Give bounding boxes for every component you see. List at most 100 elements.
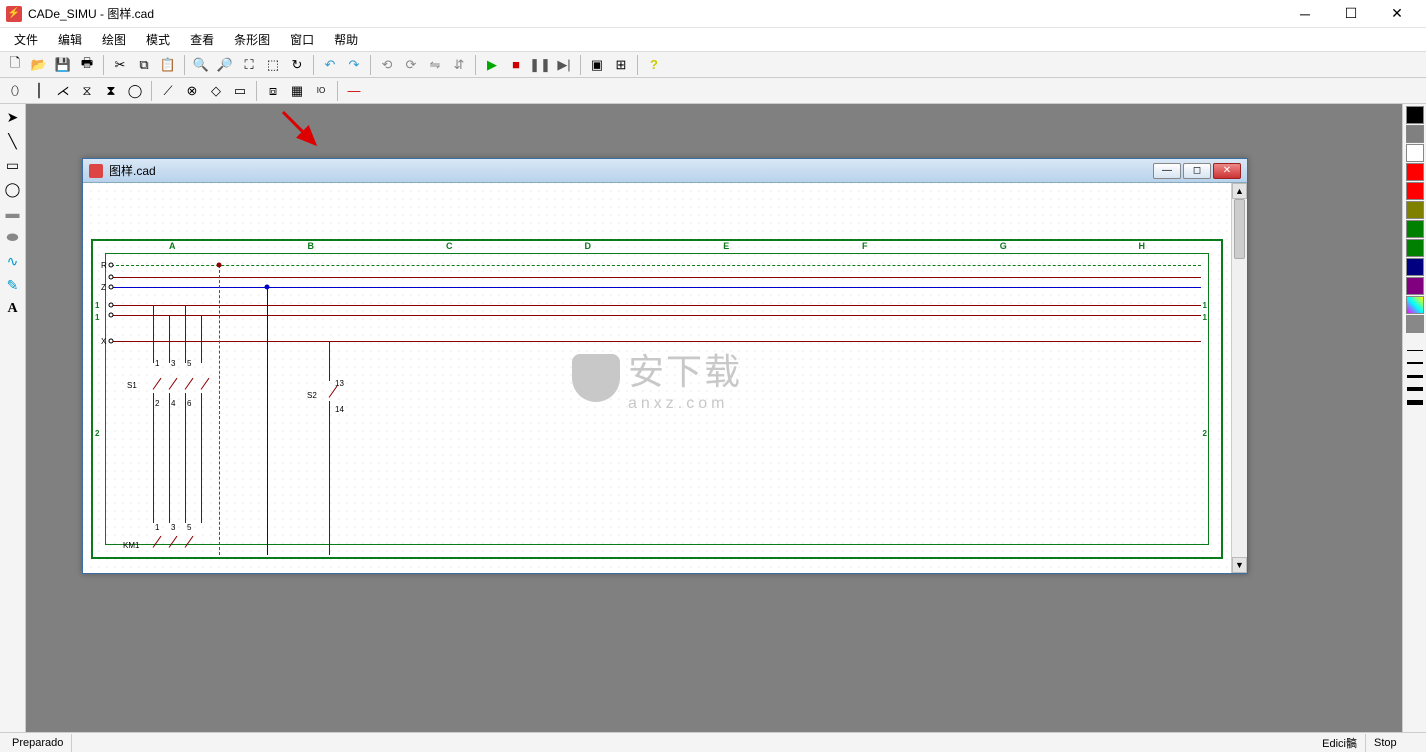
zoom-in-icon[interactable]: 🔍 <box>190 54 212 76</box>
undo-icon[interactable]: ↶ <box>319 54 341 76</box>
zoom-fit-icon[interactable]: ⛶ <box>238 54 260 76</box>
ellipse-tool-icon[interactable]: ◯ <box>2 178 24 200</box>
redo-icon[interactable]: ↷ <box>343 54 365 76</box>
menu-view[interactable]: 查看 <box>180 28 224 51</box>
maximize-button[interactable]: ☐ <box>1328 0 1374 28</box>
window-tile-icon[interactable]: ⊞ <box>610 54 632 76</box>
comp-block-a-icon[interactable]: ⧈ <box>262 80 284 102</box>
scroll-thumb[interactable] <box>1234 199 1245 259</box>
drawing-canvas[interactable]: 安下载 anxz.com ABCDEFGH 1 1 2 1 1 <box>83 183 1231 573</box>
ellipse-fill-tool-icon[interactable]: ⬬ <box>2 226 24 248</box>
status-mode: Edici髇 <box>1314 734 1366 752</box>
comp-block-io-icon[interactable]: IO <box>310 80 332 102</box>
comp-overload-icon[interactable]: ⧗ <box>100 80 122 102</box>
swatch-green[interactable] <box>1406 220 1424 238</box>
comp-contact-nc-icon[interactable]: ⟋ <box>157 80 179 102</box>
annotation-arrow-icon <box>281 110 321 150</box>
rect-tool-icon[interactable]: ▭ <box>2 154 24 176</box>
swatch-black[interactable] <box>1406 106 1424 124</box>
swatch-red-2[interactable] <box>1406 182 1424 200</box>
cut-icon[interactable]: ✂ <box>109 54 131 76</box>
comp-block-b-icon[interactable]: ▦ <box>286 80 308 102</box>
curve-tool-icon[interactable]: ∿ <box>2 250 24 272</box>
swatch-white[interactable] <box>1406 144 1424 162</box>
tool-palette: ➤ ╲ ▭ ◯ ▬ ⬬ ∿ ✎ A <box>0 104 26 732</box>
comp-coil-icon[interactable]: ▭ <box>229 80 251 102</box>
menu-bar-chart[interactable]: 条形图 <box>224 28 280 51</box>
swatch-purple[interactable] <box>1406 277 1424 295</box>
stop-icon[interactable]: ■ <box>505 54 527 76</box>
column-labels: ABCDEFGH <box>103 241 1211 253</box>
menu-file[interactable]: 文件 <box>4 28 48 51</box>
step-icon[interactable]: ▶| <box>553 54 575 76</box>
new-icon[interactable]: 🗋 <box>4 54 26 76</box>
comp-switch-icon[interactable]: ⋌ <box>52 80 74 102</box>
comp-breaker-icon[interactable]: ⧖ <box>76 80 98 102</box>
swatch-midgray[interactable] <box>1406 315 1424 333</box>
menu-draw[interactable]: 绘图 <box>92 28 136 51</box>
color-palette <box>1402 104 1426 732</box>
help-icon[interactable]: ? <box>643 54 665 76</box>
close-button[interactable]: ✕ <box>1374 0 1420 28</box>
app-icon: ⚡ <box>6 6 22 22</box>
mirror-v-icon[interactable]: ⇵ <box>448 54 470 76</box>
pointer-tool-icon[interactable]: ➤ <box>2 106 24 128</box>
text-tool-icon[interactable]: A <box>2 298 24 320</box>
mdi-workspace: 图样.cad — ◻ ✕ 安下载 anxz.com <box>26 104 1402 732</box>
title-bar: ⚡ CADe_SIMU - 图样.cad ─ ☐ ✕ <box>0 0 1426 28</box>
pause-icon[interactable]: ❚❚ <box>529 54 551 76</box>
rotate-right-icon[interactable]: ⟳ <box>400 54 422 76</box>
scroll-down-icon[interactable]: ▼ <box>1232 557 1247 573</box>
menu-window[interactable]: 窗口 <box>280 28 324 51</box>
child-close-button[interactable]: ✕ <box>1213 163 1241 179</box>
comp-line-icon[interactable]: — <box>343 80 365 102</box>
comp-fuse-icon[interactable]: ⬯ <box>4 80 26 102</box>
swatch-olive[interactable] <box>1406 201 1424 219</box>
status-bar: Preparado Edici髇 Stop <box>0 732 1426 752</box>
child-maximize-button[interactable]: ◻ <box>1183 163 1211 179</box>
component-s2-label: S2 <box>307 391 317 400</box>
app-title: CADe_SIMU - 图样.cad <box>28 5 154 22</box>
menu-edit[interactable]: 编辑 <box>48 28 92 51</box>
swatch-red[interactable] <box>1406 163 1424 181</box>
line-tool-icon[interactable]: ╲ <box>2 130 24 152</box>
copy-icon[interactable]: ⧉ <box>133 54 155 76</box>
comp-diamond-icon[interactable]: ◇ <box>205 80 227 102</box>
window-cascade-icon[interactable]: ▣ <box>586 54 608 76</box>
linewidth-4[interactable] <box>1406 384 1424 394</box>
swatch-green-2[interactable] <box>1406 239 1424 257</box>
rect-fill-tool-icon[interactable]: ▬ <box>2 202 24 224</box>
eyedrop-tool-icon[interactable]: ✎ <box>2 274 24 296</box>
comp-motor-icon[interactable]: ◯ <box>124 80 146 102</box>
minimize-button[interactable]: ─ <box>1282 0 1328 28</box>
rotate-left-icon[interactable]: ⟲ <box>376 54 398 76</box>
swatch-gray[interactable] <box>1406 125 1424 143</box>
linewidth-1[interactable] <box>1406 345 1424 355</box>
zoom-window-icon[interactable]: ⬚ <box>262 54 284 76</box>
linewidth-3[interactable] <box>1406 371 1424 381</box>
linewidth-2[interactable] <box>1406 358 1424 368</box>
menu-help[interactable]: 帮助 <box>324 28 368 51</box>
toolbar-main: 🗋 📂 💾 🖶 ✂ ⧉ 📋 🔍 🔎 ⛶ ⬚ ↻ ↶ ↷ ⟲ ⟳ ⇋ ⇵ ▶ ■ … <box>0 52 1426 78</box>
save-icon[interactable]: 💾 <box>52 54 74 76</box>
component-km1-label: KM1 <box>123 541 139 550</box>
paste-icon[interactable]: 📋 <box>157 54 179 76</box>
swatch-navy[interactable] <box>1406 258 1424 276</box>
scroll-up-icon[interactable]: ▲ <box>1232 183 1247 199</box>
zoom-refresh-icon[interactable]: ↻ <box>286 54 308 76</box>
child-minimize-button[interactable]: — <box>1153 163 1181 179</box>
vertical-scrollbar[interactable]: ▲ ▼ <box>1231 183 1247 573</box>
linewidth-5[interactable] <box>1406 397 1424 407</box>
menu-mode[interactable]: 模式 <box>136 28 180 51</box>
print-icon[interactable]: 🖶 <box>76 54 98 76</box>
mirror-h-icon[interactable]: ⇋ <box>424 54 446 76</box>
run-icon[interactable]: ▶ <box>481 54 503 76</box>
comp-indicator-icon[interactable]: ⊗ <box>181 80 203 102</box>
comp-contact-icon[interactable]: ⎮ <box>28 80 50 102</box>
child-title-bar[interactable]: 图样.cad — ◻ ✕ <box>83 159 1247 183</box>
swatch-gradient[interactable] <box>1406 296 1424 314</box>
child-window: 图样.cad — ◻ ✕ 安下载 anxz.com <box>82 158 1248 574</box>
component-s1-label: S1 <box>127 381 137 390</box>
open-icon[interactable]: 📂 <box>28 54 50 76</box>
zoom-out-icon[interactable]: 🔎 <box>214 54 236 76</box>
